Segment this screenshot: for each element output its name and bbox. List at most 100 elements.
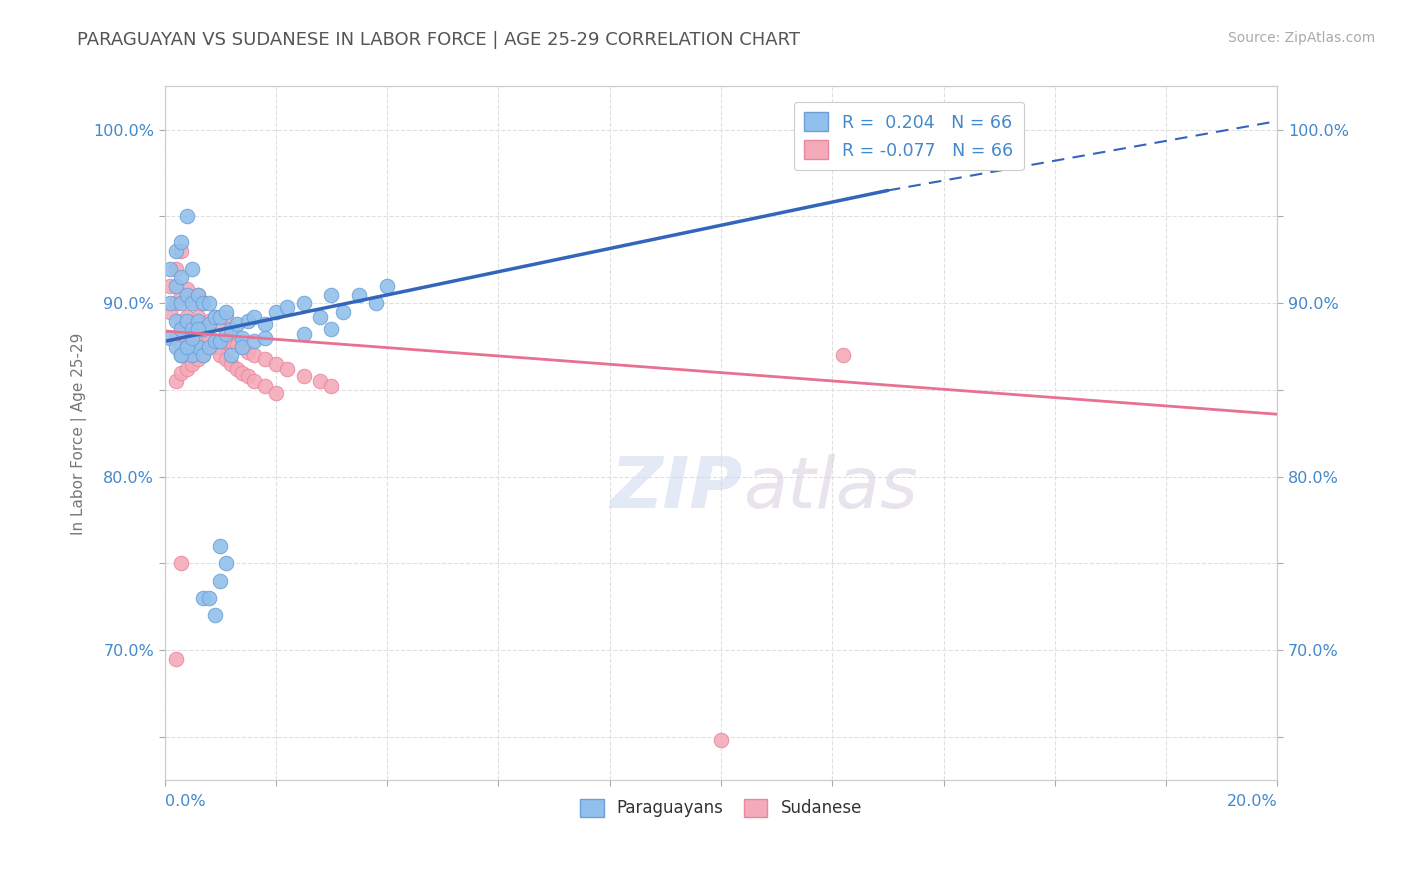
Point (198, 340, 221, 354)
Point (176, 282, 198, 296)
Point (187, 327, 209, 342)
Point (236, 344, 259, 359)
Point (187, 340, 209, 354)
Point (204, 310, 226, 324)
Point (198, 334, 221, 349)
Point (176, 310, 198, 324)
Point (181, 357, 204, 371)
Point (170, 244, 193, 259)
Point (159, 305, 181, 319)
Point (187, 351, 209, 366)
Point (832, 348, 855, 362)
Point (209, 348, 232, 362)
Point (181, 322, 204, 336)
Point (236, 369, 259, 384)
Point (215, 351, 238, 366)
Text: 20.0%: 20.0% (1226, 794, 1278, 809)
Point (176, 340, 198, 354)
Point (187, 287, 209, 301)
Point (176, 287, 198, 301)
Point (292, 327, 315, 342)
Point (321, 287, 343, 301)
Point (242, 348, 264, 362)
Point (159, 331, 181, 345)
Point (165, 278, 187, 293)
Point (170, 348, 193, 362)
Point (349, 287, 371, 301)
Point (225, 362, 247, 376)
Point (193, 322, 215, 336)
Point (170, 235, 193, 250)
Point (375, 278, 398, 293)
Text: ZIP: ZIP (612, 454, 744, 524)
Point (209, 310, 232, 324)
Point (204, 334, 226, 349)
Point (209, 334, 232, 349)
Point (215, 310, 238, 324)
Text: 0.0%: 0.0% (165, 794, 205, 809)
Text: Source: ZipAtlas.com: Source: ZipAtlas.com (1227, 31, 1375, 45)
Point (332, 305, 354, 319)
Point (215, 327, 238, 342)
Point (198, 296, 221, 310)
Point (181, 293, 204, 307)
Point (253, 351, 276, 366)
Point (181, 348, 204, 362)
Point (170, 348, 193, 362)
Point (176, 313, 198, 327)
Point (276, 300, 298, 314)
Point (264, 305, 287, 319)
Point (165, 313, 187, 327)
Point (309, 374, 332, 388)
Point (193, 296, 215, 310)
Point (165, 331, 187, 345)
Y-axis label: In Labor Force | Age 25-29: In Labor Force | Age 25-29 (72, 332, 87, 534)
Point (321, 322, 343, 336)
Point (198, 313, 221, 327)
Point (221, 322, 243, 336)
Point (276, 362, 298, 376)
Point (170, 287, 193, 301)
Point (176, 334, 198, 349)
Point (364, 296, 387, 310)
Point (225, 317, 247, 331)
Point (187, 287, 209, 301)
Point (253, 379, 276, 393)
Point (292, 369, 315, 384)
Point (193, 340, 215, 354)
Point (710, 733, 733, 747)
Point (193, 317, 215, 331)
Text: PARAGUAYAN VS SUDANESE IN LABOR FORCE | AGE 25-29 CORRELATION CHART: PARAGUAYAN VS SUDANESE IN LABOR FORCE | … (77, 31, 800, 49)
Point (165, 340, 187, 354)
Point (209, 317, 232, 331)
Point (176, 340, 198, 354)
Point (176, 362, 198, 376)
Point (221, 334, 243, 349)
Point (209, 539, 232, 553)
Point (231, 340, 253, 354)
Point (242, 374, 264, 388)
Point (253, 331, 276, 345)
Point (221, 348, 243, 362)
Point (209, 340, 232, 354)
Legend: Paraguayans, Sudanese: Paraguayans, Sudanese (574, 792, 869, 824)
Point (181, 331, 204, 345)
Point (193, 348, 215, 362)
Point (198, 591, 221, 606)
Text: atlas: atlas (744, 454, 918, 524)
Point (242, 334, 264, 349)
Point (170, 296, 193, 310)
Point (159, 261, 181, 276)
Point (309, 310, 332, 324)
Point (170, 366, 193, 380)
Point (170, 340, 193, 354)
Point (165, 244, 187, 259)
Point (264, 386, 287, 401)
Point (187, 334, 209, 349)
Point (242, 310, 264, 324)
Point (181, 340, 204, 354)
Point (193, 322, 215, 336)
Point (215, 305, 238, 319)
Point (187, 322, 209, 336)
Point (215, 334, 238, 349)
